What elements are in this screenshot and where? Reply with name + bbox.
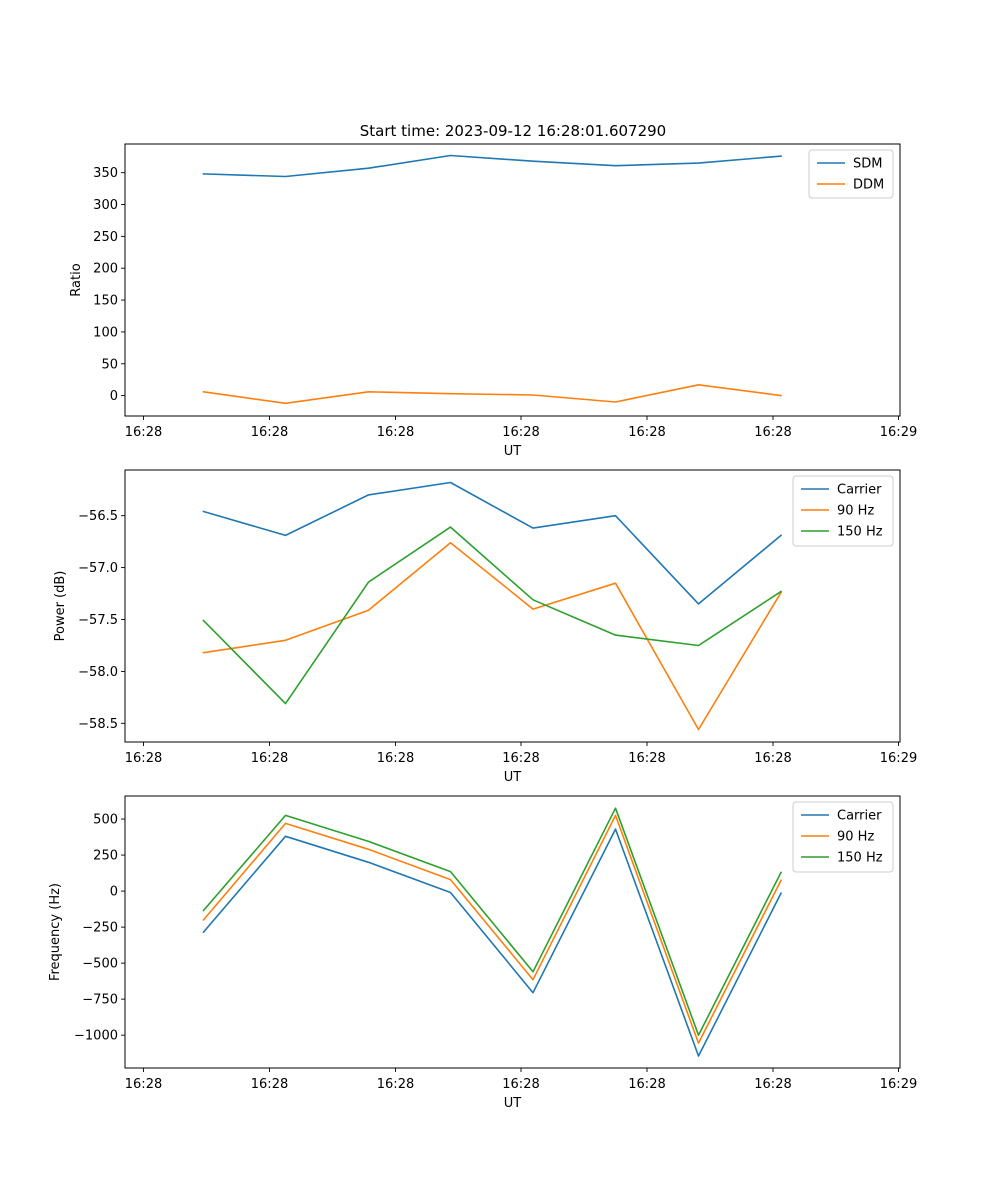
x-tick-label: 16:29 bbox=[880, 425, 917, 440]
legend-label: Carrier bbox=[837, 809, 882, 824]
legend: Carrier 90 Hz 150 Hz bbox=[792, 475, 894, 547]
y-tick-label: −750 bbox=[82, 993, 118, 1008]
x-tick-label: 16:28 bbox=[377, 425, 414, 440]
y-tick-label: 200 bbox=[93, 262, 118, 277]
y-tick-label: 300 bbox=[93, 198, 118, 213]
axes-frame bbox=[124, 469, 901, 743]
legend-label: 150 Hz bbox=[837, 851, 883, 866]
x-tick-label: 16:28 bbox=[125, 1077, 162, 1092]
y-tick-label: 0 bbox=[110, 885, 118, 900]
x-tick-label: 16:28 bbox=[502, 1077, 539, 1092]
y-tick-label: −1000 bbox=[74, 1029, 118, 1044]
y-tick-label: 100 bbox=[93, 325, 118, 340]
series-line-sdm bbox=[202, 154, 782, 178]
x-tick-label: 16:28 bbox=[754, 425, 791, 440]
x-tick-label: 16:28 bbox=[251, 751, 288, 766]
x-tick-label: 16:28 bbox=[628, 1077, 665, 1092]
x-axis-label: UT bbox=[504, 1096, 522, 1111]
x-tick-label: 16:28 bbox=[502, 425, 539, 440]
series-line-150-hz bbox=[202, 807, 783, 1036]
axes-frame bbox=[124, 795, 901, 1069]
legend-box bbox=[792, 475, 894, 547]
series-line-90-hz bbox=[202, 814, 783, 1044]
legend-label: 90 Hz bbox=[837, 504, 874, 519]
legend-label: 150 Hz bbox=[837, 525, 883, 540]
subplot-1: 16:28 16:28 16:28 16:28 16:28 16:28 16:29 0 50 10… bbox=[69, 143, 917, 459]
legend-box bbox=[808, 149, 894, 199]
subplots: 16:28 16:28 16:28 16:28 16:28 16:28 16:29 0 50 10… bbox=[48, 143, 917, 1111]
y-tick-label: 250 bbox=[93, 849, 118, 864]
x-tick-label: 16:28 bbox=[754, 1077, 791, 1092]
legend-label: Carrier bbox=[837, 483, 882, 498]
legend-label: 90 Hz bbox=[837, 830, 874, 845]
series-line-ddm bbox=[202, 383, 782, 405]
y-tick-label: 0 bbox=[110, 389, 118, 404]
legend-label: SDM bbox=[853, 157, 882, 172]
y-tick-label: 50 bbox=[101, 357, 118, 372]
x-axis-label: UT bbox=[504, 444, 522, 459]
y-tick-label: −500 bbox=[82, 957, 118, 972]
legend-label: DDM bbox=[853, 178, 884, 193]
series-line-90-hz bbox=[202, 541, 783, 731]
legend: Carrier 90 Hz 150 Hz bbox=[792, 801, 894, 873]
x-tick-label: 16:28 bbox=[628, 751, 665, 766]
y-tick-label: 250 bbox=[93, 230, 118, 245]
x-tick-label: 16:28 bbox=[125, 425, 162, 440]
x-tick-label: 16:28 bbox=[377, 751, 414, 766]
y-tick-label: −58.5 bbox=[78, 717, 118, 732]
x-tick-label: 16:28 bbox=[502, 751, 539, 766]
subplot-2: 16:28 16:28 16:28 16:28 16:28 16:28 16:29 −58.5… bbox=[53, 469, 917, 785]
y-tick-label: −56.5 bbox=[78, 509, 118, 524]
x-tick-label: 16:28 bbox=[251, 1077, 288, 1092]
y-tick-label: −250 bbox=[82, 921, 118, 936]
y-tick-label: 150 bbox=[93, 294, 118, 309]
x-tick-label: 16:28 bbox=[628, 425, 665, 440]
y-axis-label: Ratio bbox=[69, 263, 84, 296]
figure-title: Start time: 2023-09-12 16:28:01.607290 bbox=[360, 122, 666, 140]
y-axis-label: Frequency (Hz) bbox=[48, 883, 63, 981]
x-axis-label: UT bbox=[504, 770, 522, 785]
x-tick-label: 16:29 bbox=[880, 751, 917, 766]
y-axis-label: Power (dB) bbox=[53, 571, 68, 642]
y-tick-label: −57.0 bbox=[78, 561, 118, 576]
legend-box bbox=[792, 801, 894, 873]
x-tick-label: 16:28 bbox=[251, 425, 288, 440]
subplot-3: 16:28 16:28 16:28 16:28 16:28 16:28 16:29 −1000… bbox=[48, 795, 917, 1111]
axes-frame bbox=[124, 143, 901, 417]
y-tick-label: 350 bbox=[93, 166, 118, 181]
x-tick-label: 16:28 bbox=[754, 751, 791, 766]
legend: SDM DDM bbox=[808, 149, 894, 199]
x-tick-label: 16:29 bbox=[880, 1077, 917, 1092]
y-tick-label: −58.0 bbox=[78, 665, 118, 680]
series-line-carrier bbox=[202, 481, 783, 605]
series-line-carrier bbox=[202, 828, 783, 1057]
x-tick-label: 16:28 bbox=[125, 751, 162, 766]
y-tick-label: 500 bbox=[93, 813, 118, 828]
series-line-150-hz bbox=[202, 526, 783, 705]
y-tick-label: −57.5 bbox=[78, 613, 118, 628]
x-tick-label: 16:28 bbox=[377, 1077, 414, 1092]
